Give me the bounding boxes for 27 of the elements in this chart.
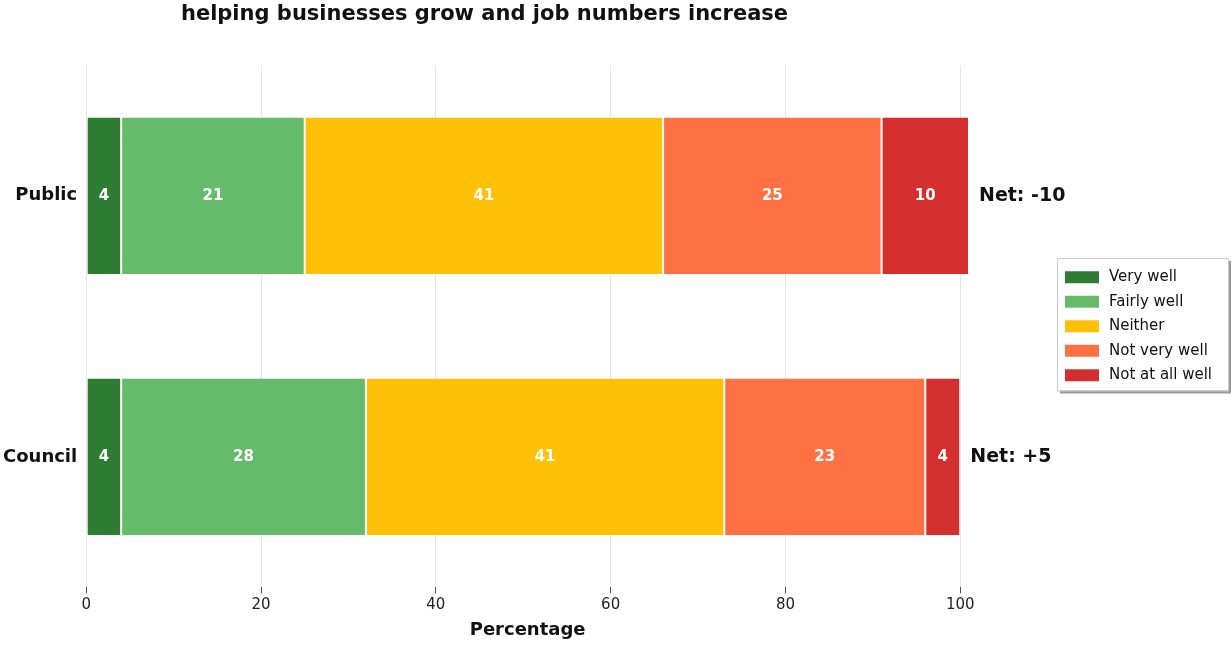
x-tick-label: 80 [775,595,795,614]
legend-label: Not at all well [1109,365,1213,384]
data-label: 23 [814,446,836,465]
y-tick-label: Public [15,183,78,205]
legend-label: Very well [1109,267,1177,286]
x-tick-label: 60 [601,595,621,614]
x-tick-label: 0 [81,595,91,614]
y-tick-label: Council [3,444,78,466]
text: Net: +5 [970,443,1052,466]
data-label: 28 [233,446,254,465]
data-label: 21 [202,185,224,204]
legend-label: Neither [1109,316,1166,335]
data-label: 25 [761,185,783,204]
chart-title: helping businesses grow and job numbers increase [180,1,789,26]
data-label: 4 [98,446,110,465]
x-tick-label: 20 [251,595,271,614]
text: Net: -10 [979,182,1066,205]
legend-label: Fairly well [1109,291,1184,310]
data-label: 41 [534,446,556,465]
legend-label: Not very well [1109,340,1208,359]
x-tick-label: 100 [945,595,975,614]
data-label: 4 [937,446,948,465]
data-label: 4 [98,185,110,204]
x-axis-title: Percentage [469,617,586,639]
data-label: 41 [473,185,495,204]
x-tick-label: 40 [426,595,446,614]
data-label: 10 [914,185,936,204]
